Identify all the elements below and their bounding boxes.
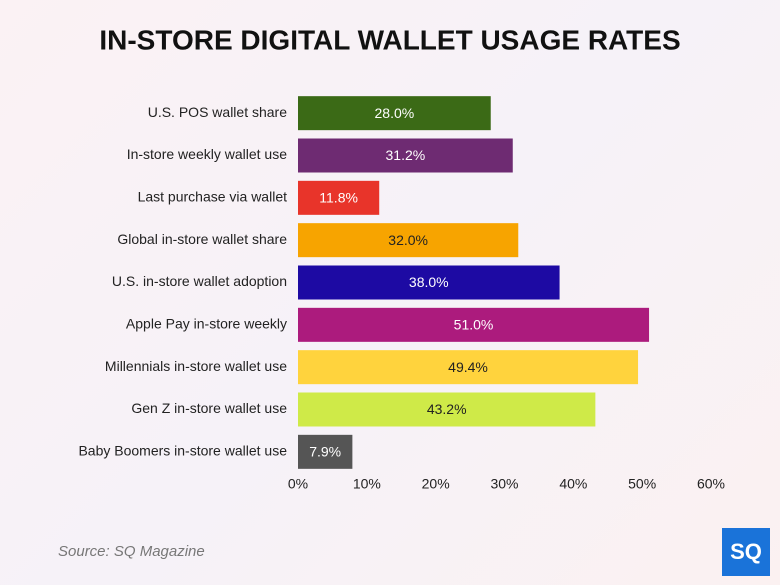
value-label: 7.9% [309,444,341,460]
bar [298,434,353,469]
chart-title: IN-STORE DIGITAL WALLET USAGE RATES [99,24,680,55]
y-tick-label: In-store weekly wallet use [127,146,288,162]
y-tick-label: Last purchase via wallet [138,189,288,205]
bar [298,265,560,300]
x-tick-label: 50% [628,476,656,492]
value-label: 49.4% [448,359,488,375]
y-tick-label: U.S. in-store wallet adoption [112,273,287,289]
y-tick-label: Baby Boomers in-store wallet use [78,443,287,459]
value-label: 43.2% [427,401,467,417]
y-tick-label: Gen Z in-store wallet use [131,400,287,416]
logo: SQ [730,539,762,564]
value-label: 32.0% [388,232,428,248]
bar [298,307,650,342]
x-tick-label: 20% [422,476,450,492]
bar [298,96,491,131]
bar [298,180,380,215]
logo-box [722,528,770,576]
value-label: 38.0% [409,274,449,290]
x-tick-label: 60% [697,476,725,492]
value-label: 51.0% [454,317,494,333]
x-tick-label: 0% [288,476,308,492]
y-tick-label: Apple Pay in-store weekly [126,316,287,332]
value-label: 11.8% [319,190,358,206]
bar [298,223,519,258]
y-tick-label: Global in-store wallet share [117,231,287,247]
bar [298,350,639,385]
bar [298,138,513,173]
y-tick-label: Millennials in-store wallet use [105,358,287,374]
bar [298,392,596,427]
value-label: 31.2% [386,147,426,163]
source: Source: SQ Magazine [58,543,205,560]
value-label: 28.0% [375,105,415,121]
x-tick-label: 40% [559,476,587,492]
y-tick-label: U.S. POS wallet share [148,104,287,120]
x-tick-label: 10% [353,476,381,492]
x-tick-label: 30% [490,476,518,492]
